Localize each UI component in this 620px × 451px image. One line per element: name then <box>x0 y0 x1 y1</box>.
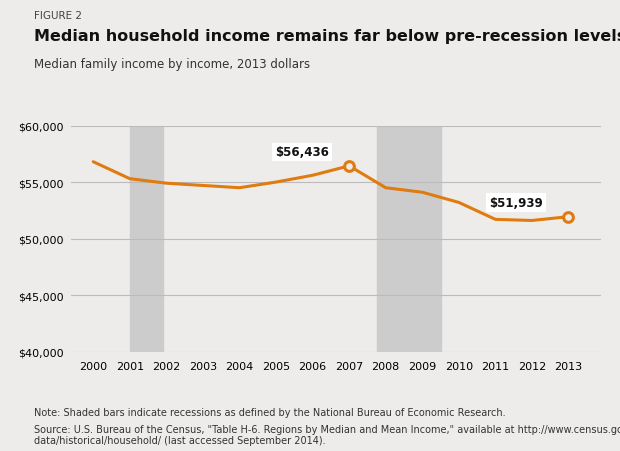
Bar <box>376 126 441 352</box>
Text: FIGURE 2: FIGURE 2 <box>34 11 82 21</box>
Text: Median household income remains far below pre-recession levels: Median household income remains far belo… <box>34 29 620 44</box>
Text: Note: Shaded bars indicate recessions as defined by the National Bureau of Econo: Note: Shaded bars indicate recessions as… <box>34 407 506 417</box>
Text: Median family income by income, 2013 dollars: Median family income by income, 2013 dol… <box>34 58 310 71</box>
Bar <box>130 126 162 352</box>
Text: $51,939: $51,939 <box>489 196 543 209</box>
Text: Source: U.S. Bureau of the Census, "Table H-6. Regions by Median and Mean Income: Source: U.S. Bureau of the Census, "Tabl… <box>34 424 620 446</box>
Text: $56,436: $56,436 <box>275 146 329 159</box>
